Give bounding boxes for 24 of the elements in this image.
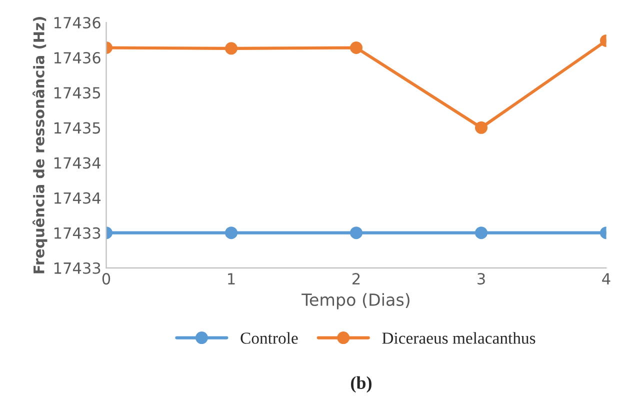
y-tick-label: 17433 xyxy=(54,227,100,239)
point xyxy=(475,121,488,134)
y-tick-label: 17435 xyxy=(54,122,100,134)
text: (b) xyxy=(351,376,372,393)
point xyxy=(350,41,362,54)
x-tick-label: 4 xyxy=(602,273,610,284)
legend-label: Diceraeus melacanthus xyxy=(382,332,536,344)
x-tick-label: 1 xyxy=(228,273,235,284)
legend-label: Controle xyxy=(240,332,298,344)
y-tick-label: 17434 xyxy=(54,157,101,169)
y-tick-label: 17436 xyxy=(54,52,100,64)
point xyxy=(350,226,362,240)
x-tick-label: 3 xyxy=(478,273,485,285)
x-tick-label: 0 xyxy=(102,273,110,285)
x-tick-label: 2 xyxy=(352,273,360,284)
y-tick-label: 17436 xyxy=(54,16,100,29)
point xyxy=(225,226,238,240)
point xyxy=(475,226,488,240)
x-axis-title: Tempo (Dias) xyxy=(302,293,410,310)
y-tick-label: 17433 xyxy=(54,262,100,274)
point xyxy=(225,42,238,55)
y-axis-title: Frequência de ressonância (Hz) xyxy=(32,17,48,274)
y-tick-label: 17434 xyxy=(54,192,101,204)
y-tick-label: 17435 xyxy=(54,87,100,99)
